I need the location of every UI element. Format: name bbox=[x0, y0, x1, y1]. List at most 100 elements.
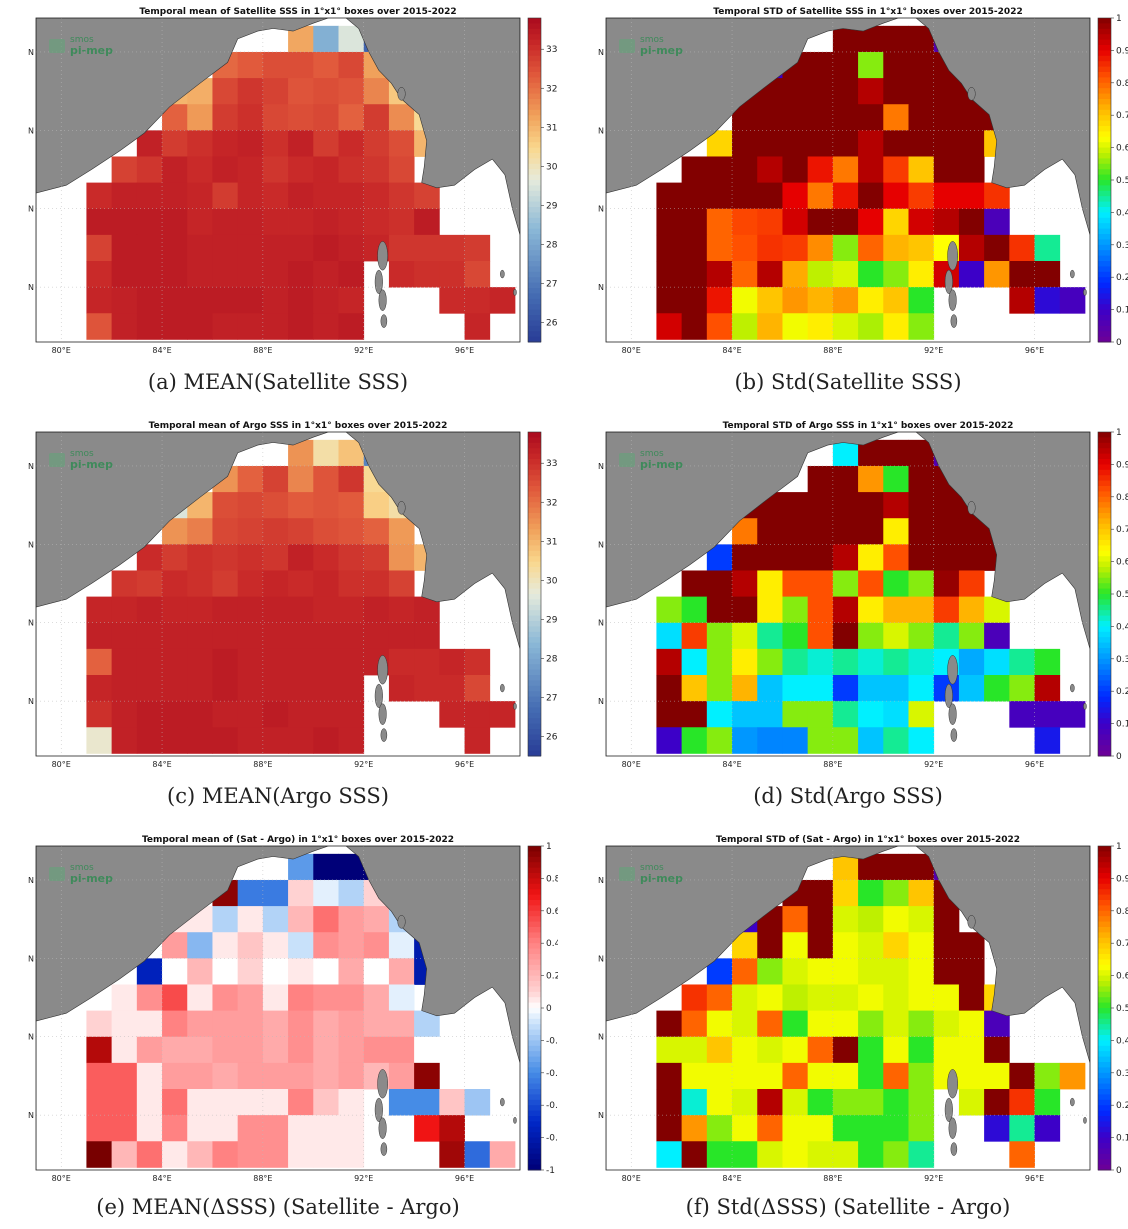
grid-cell bbox=[237, 1115, 264, 1142]
lat-tick-label: 15°N bbox=[598, 205, 604, 214]
grid-cell bbox=[1059, 1062, 1086, 1090]
grid-cell bbox=[958, 208, 985, 236]
grid-cell bbox=[1034, 1062, 1061, 1090]
grid-cell bbox=[111, 234, 138, 262]
grid-cell bbox=[757, 1141, 783, 1168]
island bbox=[397, 500, 406, 515]
grid-cell bbox=[1034, 727, 1061, 754]
grid-cell bbox=[958, 518, 985, 545]
grid-cell bbox=[262, 879, 289, 907]
grid-cell bbox=[807, 104, 834, 131]
grid-cell bbox=[489, 287, 516, 314]
grid-cell bbox=[757, 984, 783, 1012]
grid-cell bbox=[883, 906, 909, 933]
lon-tick-label: 96°E bbox=[455, 346, 474, 355]
grid-cell bbox=[883, 78, 909, 105]
grid-cell bbox=[858, 1089, 884, 1116]
grid-cell bbox=[706, 622, 733, 650]
lon-tick-label: 92°E bbox=[924, 346, 943, 355]
grid-cell bbox=[313, 78, 339, 105]
grid-cell bbox=[732, 287, 758, 314]
island bbox=[967, 914, 976, 929]
map-figure-c: Temporal mean of Argo SSS in 1°x1° boxes… bbox=[28, 421, 558, 769]
grid-cell bbox=[363, 906, 390, 933]
grid-cell bbox=[782, 596, 809, 624]
grid-cell bbox=[883, 1036, 909, 1064]
grid-cell bbox=[656, 1036, 683, 1064]
grid-cell bbox=[858, 104, 884, 131]
grid-cell bbox=[288, 208, 314, 236]
grid-cell bbox=[212, 518, 239, 545]
grid-cell bbox=[288, 313, 314, 340]
grid-cell bbox=[958, 104, 985, 131]
grid-cell bbox=[908, 984, 935, 1012]
lat-tick-label: 12°N bbox=[598, 1111, 604, 1120]
grid-cell bbox=[363, 104, 390, 131]
grid-cell bbox=[958, 1036, 985, 1064]
grid-cell bbox=[807, 727, 834, 754]
grid-cell bbox=[136, 156, 163, 184]
grid-cell bbox=[288, 622, 314, 650]
colorbar-tick-label: 26 bbox=[546, 318, 558, 328]
grid-cell bbox=[237, 208, 264, 236]
grid-cell bbox=[807, 906, 834, 933]
grid-cell bbox=[313, 518, 339, 545]
grid-cell bbox=[86, 701, 113, 728]
grid-cell bbox=[883, 596, 909, 624]
map-frame bbox=[35, 845, 521, 1171]
grid-cell bbox=[187, 130, 213, 157]
grid-cell bbox=[262, 596, 289, 624]
panel-title: Temporal STD of Argo SSS in 1°x1° boxes … bbox=[723, 421, 1014, 431]
grid-cell bbox=[732, 701, 758, 728]
grid-cell bbox=[111, 984, 138, 1012]
grid-cell bbox=[883, 879, 909, 907]
grid-cell bbox=[732, 984, 758, 1012]
grid-cell bbox=[111, 648, 138, 676]
colorbar: 1 0.9 0.8 0.7 0.6 0.5 0.4 0.3 0.2 0.1 0 bbox=[1097, 428, 1128, 762]
grid-cell bbox=[832, 1036, 859, 1064]
colorbar-tick-label: 0.1 bbox=[1116, 306, 1128, 316]
grid-cell bbox=[338, 234, 365, 262]
grid-cell bbox=[732, 1010, 758, 1038]
grid-cell bbox=[782, 906, 809, 933]
grid-cell bbox=[757, 287, 783, 314]
grid-cell bbox=[858, 156, 884, 184]
grid-cell bbox=[187, 932, 213, 959]
colorbar-tick-label: 1 bbox=[1116, 428, 1122, 438]
map-area bbox=[36, 18, 520, 342]
lon-tick-label: 88°E bbox=[823, 760, 842, 769]
grid-cell bbox=[706, 727, 733, 754]
grid-cell bbox=[858, 51, 884, 79]
grid-cell bbox=[883, 1010, 909, 1038]
map-frame bbox=[605, 431, 1091, 757]
grid-cell bbox=[782, 208, 809, 236]
grid-cell bbox=[212, 1141, 239, 1168]
grid-cell bbox=[933, 932, 960, 959]
grid-cell bbox=[237, 492, 264, 519]
grid-cell bbox=[86, 208, 113, 236]
grid-cell bbox=[313, 51, 339, 79]
grid-cell bbox=[187, 1036, 213, 1064]
grid-cell bbox=[313, 25, 339, 53]
grid-cell bbox=[757, 130, 783, 157]
grid-cell bbox=[212, 701, 239, 728]
grid-cell bbox=[732, 208, 758, 236]
grid-cell bbox=[363, 492, 390, 519]
grid-cell bbox=[237, 313, 264, 340]
lat-tick-label: 18°N bbox=[598, 954, 604, 963]
grid-cell bbox=[237, 261, 264, 288]
grid-cell bbox=[807, 1036, 834, 1064]
panel-e: Temporal mean of (Sat - Argo) in 1°x1° b… bbox=[28, 828, 558, 1188]
island bbox=[374, 683, 383, 708]
grid-cell bbox=[933, 906, 960, 933]
grid-cell bbox=[807, 51, 834, 79]
land-mass bbox=[606, 18, 899, 342]
grid-cell bbox=[338, 104, 365, 131]
grid-cell bbox=[237, 518, 264, 545]
grid-cell bbox=[288, 596, 314, 624]
grid-cell bbox=[237, 78, 264, 105]
grid-cell bbox=[757, 313, 783, 340]
island bbox=[944, 1097, 953, 1122]
grid-cell bbox=[681, 1036, 708, 1064]
